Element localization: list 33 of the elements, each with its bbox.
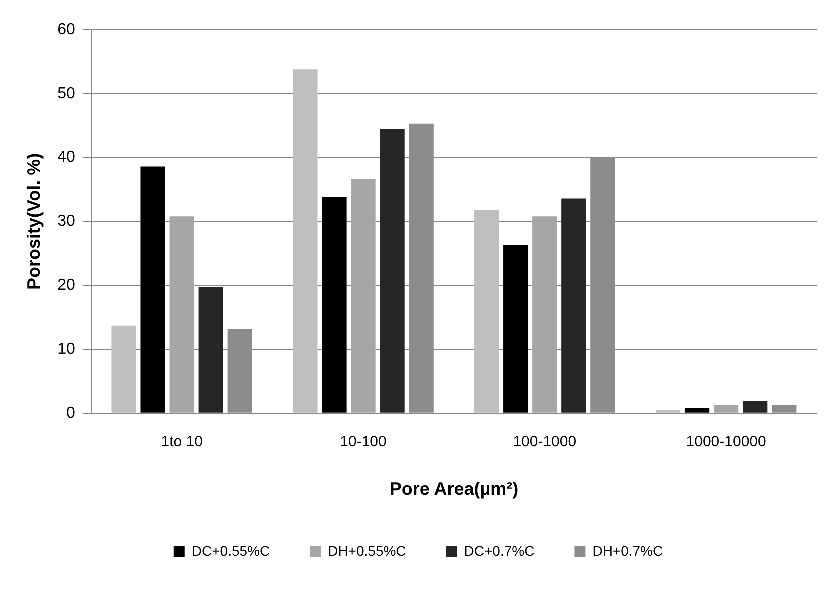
bar: [322, 197, 347, 413]
bar: [656, 410, 681, 413]
x-tick-label: 100-1000: [513, 434, 577, 451]
x-tick-label: 1000-10000: [686, 434, 766, 451]
bar: [714, 405, 739, 413]
y-axis-title: Porosity(Vol. %): [24, 153, 44, 290]
x-axis-title: Pore Area(µm²): [390, 479, 519, 500]
bar: [170, 216, 194, 413]
bar: [380, 129, 405, 413]
bar: [293, 70, 318, 413]
bar: [198, 288, 224, 413]
x-tick-label: 10-100: [340, 434, 387, 451]
y-tick-label: 50: [58, 85, 76, 102]
y-tick-label: 40: [58, 149, 76, 166]
legend-label: DC+0.7%C: [464, 542, 535, 559]
x-tick-label: 1to 10: [161, 434, 203, 451]
bar: [684, 408, 710, 413]
bar: [474, 210, 500, 413]
y-tick-label: 20: [58, 277, 76, 294]
bar: [140, 166, 166, 413]
legend-label: DH+0.55%C: [328, 542, 406, 559]
y-tick-label: 0: [66, 404, 76, 422]
y-tick-label: 60: [58, 21, 76, 38]
legend-label: DH+0.7%C: [592, 542, 664, 559]
bar: [562, 198, 586, 413]
bar: [351, 180, 376, 413]
y-tick-label: 30: [58, 213, 76, 230]
bar: [504, 245, 528, 413]
bar: [112, 326, 136, 413]
bar: [532, 216, 558, 413]
y-tick-label: 10: [58, 340, 76, 358]
bar: [742, 401, 768, 413]
legend-label: DC+0.55%C: [192, 542, 270, 559]
